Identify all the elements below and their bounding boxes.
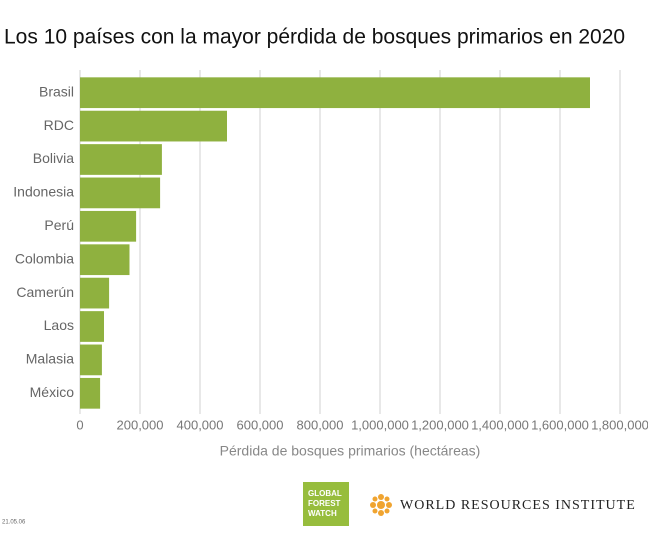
x-tick-label: 800,000 xyxy=(297,417,344,432)
bar xyxy=(80,311,104,342)
y-tick-label: Perú xyxy=(44,217,74,233)
x-tick-label: 0 xyxy=(76,417,83,432)
y-tick-label: Laos xyxy=(44,317,74,333)
gfw-text: WATCH xyxy=(308,509,337,518)
gfw-text: GLOBAL xyxy=(308,489,342,498)
gfw-logo xyxy=(303,482,349,526)
bar xyxy=(80,244,130,276)
bar xyxy=(80,144,162,175)
bar xyxy=(80,377,101,409)
x-tick-label: 1,400,000 xyxy=(471,417,529,432)
bar xyxy=(80,177,161,209)
bar xyxy=(80,77,590,109)
bar xyxy=(80,210,137,242)
wri-logo xyxy=(370,494,392,516)
x-tick-label: 600,000 xyxy=(237,417,284,432)
x-tick-label: 1,000,000 xyxy=(351,417,409,432)
y-tick-label: Malasia xyxy=(26,351,74,367)
bar xyxy=(80,110,227,142)
x-tick-label: 200,000 xyxy=(117,417,164,432)
x-axis-title: Pérdida de bosques primarios (hectáreas) xyxy=(220,443,481,459)
y-tick-label: Camerún xyxy=(16,284,74,300)
x-tick-label: 400,000 xyxy=(177,417,224,432)
chart-title: Los 10 países con la mayor pérdida de bo… xyxy=(4,26,625,49)
y-tick-label: Brasil xyxy=(39,83,74,99)
y-tick-label: RDC xyxy=(44,117,74,133)
y-tick-label: Bolivia xyxy=(33,150,74,166)
bar xyxy=(80,277,110,309)
gfw-text: FOREST xyxy=(308,499,341,508)
x-tick-label: 1,200,000 xyxy=(411,417,469,432)
bar xyxy=(80,344,102,376)
date: 21.05.06 xyxy=(2,520,26,526)
y-tick-label: Indonesia xyxy=(13,184,74,200)
y-tick-label: Colombia xyxy=(15,250,74,266)
x-tick-label: 1,800,000 xyxy=(591,417,648,432)
x-tick-label: 1,600,000 xyxy=(531,417,589,432)
y-tick-label: México xyxy=(30,384,75,400)
wri-text: WORLD RESOURCES INSTITUTE xyxy=(400,498,636,513)
